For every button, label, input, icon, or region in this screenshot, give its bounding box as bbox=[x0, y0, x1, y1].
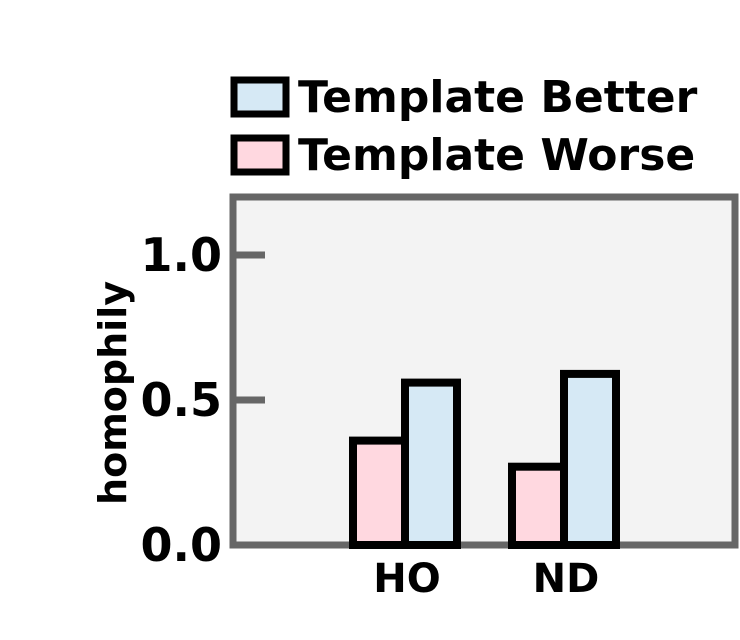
bar-ho-template-better bbox=[401, 378, 461, 549]
y-axis-ticks: 0.0 0.5 1.0 bbox=[141, 228, 265, 572]
legend-label: Template Worse bbox=[298, 130, 695, 181]
legend: Template Better Template Worse bbox=[230, 72, 698, 181]
plot-area bbox=[229, 193, 739, 549]
bars bbox=[349, 369, 620, 550]
x-category-label: ND bbox=[533, 556, 600, 602]
bar-nd-template-worse bbox=[508, 462, 568, 550]
legend-swatch bbox=[230, 76, 290, 118]
y-tick-label: 0.0 bbox=[141, 518, 223, 572]
bar-nd-template-better bbox=[560, 369, 620, 549]
bar-ho-template-worse bbox=[349, 436, 409, 550]
y-axis-label: homophily bbox=[91, 281, 135, 505]
x-category-label: HO bbox=[373, 556, 440, 602]
legend-label: Template Better bbox=[298, 72, 698, 123]
y-tick-label: 0.5 bbox=[141, 373, 223, 427]
x-axis-categories: HO ND bbox=[373, 556, 599, 602]
legend-swatch bbox=[230, 134, 290, 176]
y-tick-label: 1.0 bbox=[141, 228, 223, 282]
